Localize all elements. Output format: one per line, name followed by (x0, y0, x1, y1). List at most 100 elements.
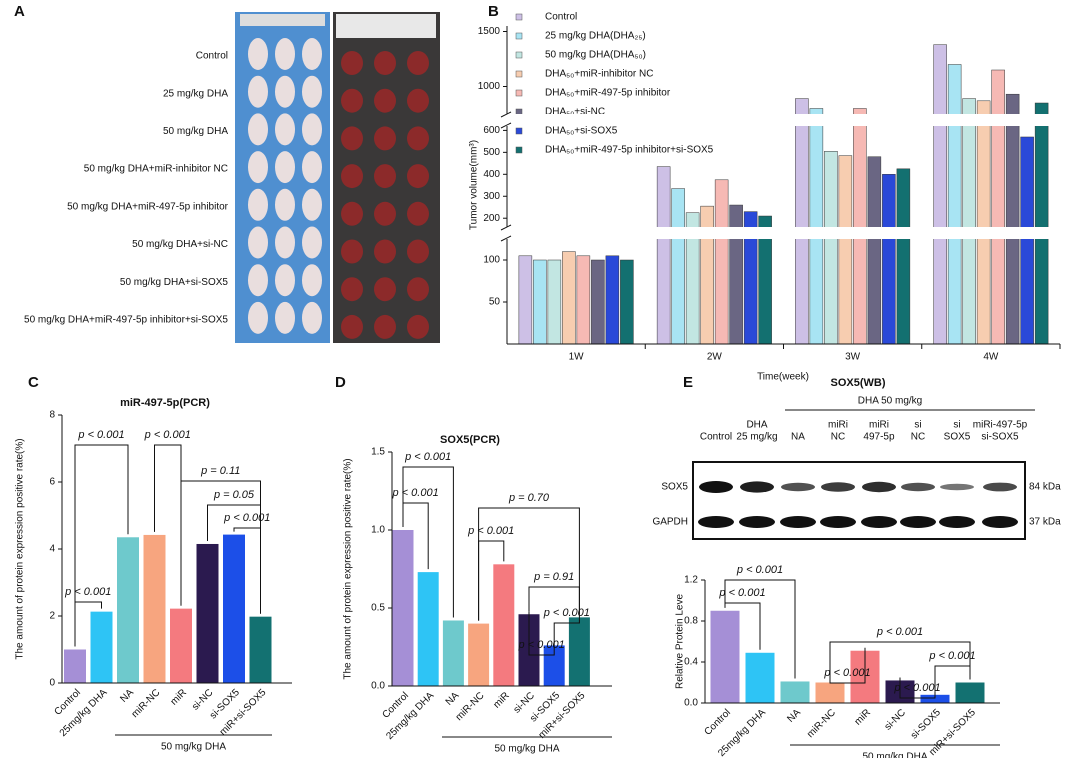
x-tick-label: si-SOX5 (909, 707, 943, 741)
tumor (341, 201, 363, 226)
mouse (275, 301, 295, 334)
bar (671, 188, 685, 345)
x-tick-label: miR (853, 707, 873, 727)
band (861, 516, 897, 528)
x-tick-label: miR-NC (805, 707, 838, 740)
p-value: p < 0.001 (928, 650, 975, 662)
x-tick-label: 4W (983, 352, 999, 363)
x-tick-label: miR-NC (454, 690, 487, 723)
mouse (275, 151, 295, 184)
x-tick-label: si-NC (883, 707, 908, 732)
mouse (302, 301, 322, 334)
bracket (934, 665, 971, 692)
legend-label: DHA₅₀+miR-497-5p inhibitor (545, 88, 671, 99)
bar (824, 151, 838, 345)
bar (920, 694, 950, 703)
lane-label: si (953, 420, 960, 431)
y-tick-label: 1.5 (371, 447, 385, 458)
y-tick-label: 50 (489, 297, 501, 308)
mouse (248, 38, 268, 70)
bar (170, 608, 192, 683)
group-label: 50 mg/kg DHA (494, 744, 559, 755)
band (983, 482, 1017, 492)
mouse (248, 301, 268, 334)
y-tick-label: 0 (49, 678, 55, 689)
bar (468, 623, 490, 686)
x-tick-label: 25mg/kg DHA (58, 687, 110, 739)
y-tick-label: 4 (49, 544, 55, 555)
bar (143, 534, 166, 683)
y-axis-label: Tumor volume(mm³) (469, 140, 480, 230)
p-value: p < 0.001 (823, 667, 870, 679)
lane-label: SOX5 (944, 432, 971, 443)
lane-label: 25 mg/kg (736, 432, 777, 443)
x-tick-label: 2W (707, 352, 723, 363)
tumor (374, 201, 396, 226)
tumor (407, 164, 429, 189)
y-tick-label: 200 (483, 213, 500, 224)
y-tick-label: 600 (483, 125, 500, 136)
bracket (233, 527, 261, 614)
x-tick-label: miR-NC (130, 687, 163, 720)
row-label: 50 mg/kg DHA+miR-497-5p inhibitor+si-SOX… (24, 315, 228, 326)
band (900, 516, 936, 528)
bar (442, 620, 464, 686)
band (940, 483, 974, 491)
bar (1020, 136, 1034, 345)
x-axis-label: Time(week) (757, 372, 809, 383)
tumor (341, 51, 363, 75)
mouse (302, 113, 322, 146)
blot-frame (692, 461, 1026, 540)
lane-label: NA (791, 432, 805, 443)
bar (543, 645, 565, 686)
legend-label: DHA₅₀+si-NC (545, 107, 605, 118)
y-tick-label: 1500 (478, 26, 501, 37)
legend-marker (515, 32, 523, 40)
bracket (899, 677, 936, 699)
bar (962, 98, 976, 345)
bar (547, 259, 562, 345)
y-tick-label: 0.0 (684, 698, 698, 709)
y-tick-label: 0.5 (371, 603, 385, 614)
x-tick-label: NA (118, 687, 136, 705)
x-tick-label: NA (785, 707, 803, 725)
bar (933, 44, 947, 345)
panel-letter: B (488, 3, 499, 20)
bar (620, 259, 634, 345)
row-label: 50 mg/kg DHA+si-NC (132, 239, 228, 250)
p-value: p < 0.001 (467, 525, 514, 537)
tumor (341, 277, 363, 302)
break-mark (500, 235, 512, 242)
legend-label: 25 mg/kg DHA(DHA₂₅) (545, 31, 646, 42)
mouse (302, 226, 322, 259)
mouse (248, 264, 268, 297)
bar (853, 108, 867, 345)
y-tick-label: 6 (49, 477, 55, 488)
mouse (275, 226, 295, 259)
y-tick-label: 0.8 (684, 616, 698, 627)
bar (591, 259, 605, 345)
legend-label: Control (545, 12, 577, 23)
mouse (302, 264, 322, 297)
p-value: p < 0.001 (876, 626, 923, 638)
x-tick-label: miR (169, 687, 189, 707)
bar (533, 259, 547, 345)
bar (576, 255, 591, 345)
p-value: p < 0.001 (518, 639, 565, 651)
y-axis-label: The amount of protein expression positiv… (343, 458, 354, 679)
tumor (374, 239, 396, 264)
x-tick-label: miR (491, 690, 511, 710)
bar (249, 616, 272, 683)
p-value: p < 0.001 (77, 429, 124, 441)
mouse (248, 226, 268, 259)
y-axis-label: The amount of protein expression positiv… (15, 438, 26, 659)
bracket (829, 647, 866, 684)
bar (392, 530, 414, 686)
tumor (374, 51, 396, 75)
lane-label: NC (911, 432, 925, 443)
band (939, 516, 975, 528)
p-value: p = 0.05 (213, 489, 255, 501)
legend-marker (515, 89, 523, 97)
panel-letter: E (683, 374, 693, 391)
